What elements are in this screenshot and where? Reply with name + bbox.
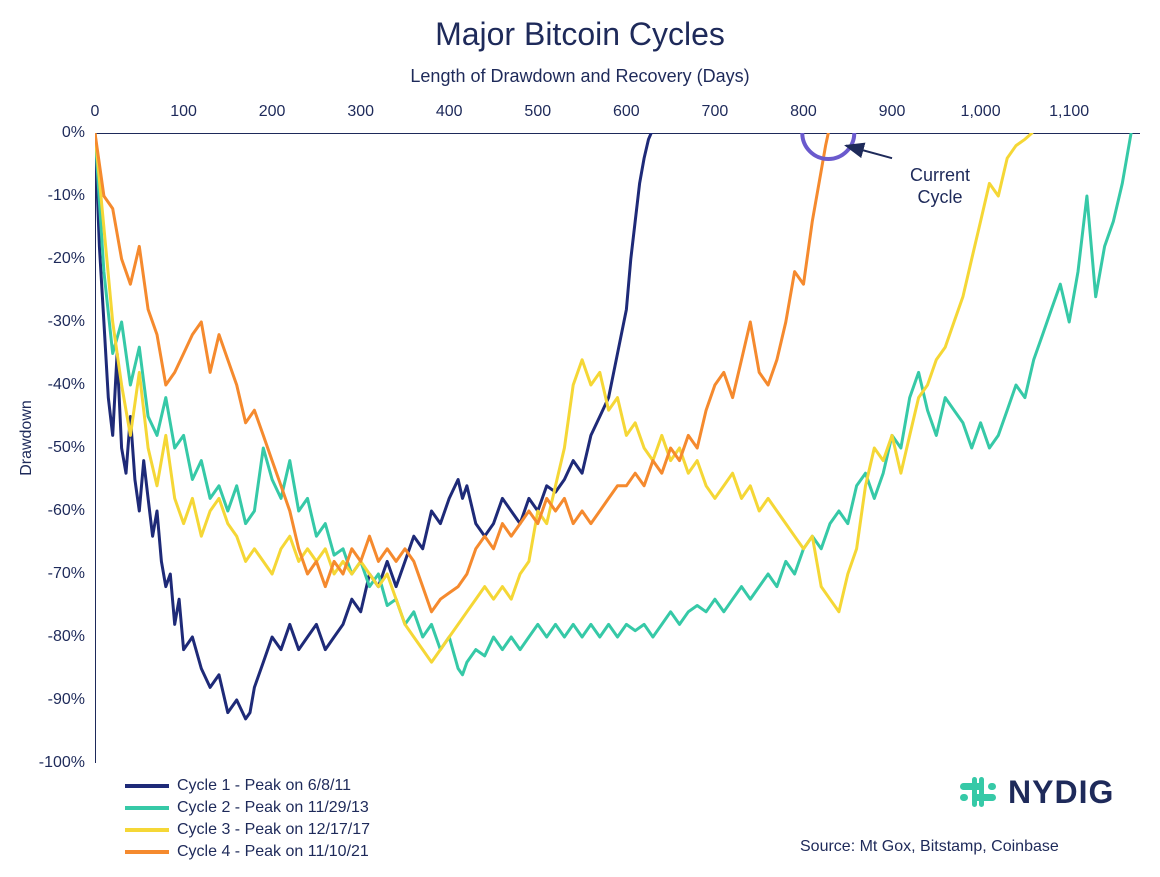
annotation-arrow: [846, 146, 892, 159]
legend-item-cycle3: Cycle 3 - Peak on 12/17/17: [125, 821, 370, 839]
x-tick-label: 1,100: [1049, 103, 1089, 121]
legend-swatch: [125, 784, 169, 788]
brand-text: NYDIG: [1008, 774, 1114, 811]
x-tick-label: 300: [347, 103, 374, 121]
nydig-icon: [958, 772, 998, 812]
y-tick-label: -40%: [35, 376, 85, 394]
legend-item-cycle1: Cycle 1 - Peak on 6/8/11: [125, 777, 370, 795]
x-tick-label: 900: [879, 103, 906, 121]
chart-title: Major Bitcoin Cycles: [0, 16, 1160, 53]
legend-item-cycle4: Cycle 4 - Peak on 11/10/21: [125, 843, 370, 861]
legend-item-cycle2: Cycle 2 - Peak on 11/29/13: [125, 799, 370, 817]
series-cycle3: [95, 133, 1032, 662]
annotation-current-cycle-label: Current Cycle: [910, 165, 970, 208]
annotation-line2: Cycle: [918, 187, 963, 207]
legend-label: Cycle 2 - Peak on 11/29/13: [177, 799, 369, 817]
y-tick-label: -20%: [35, 250, 85, 268]
x-tick-label: 0: [91, 103, 100, 121]
y-tick-label: -90%: [35, 691, 85, 709]
brand-logo: NYDIG: [958, 772, 1114, 812]
y-tick-label: -30%: [35, 313, 85, 331]
x-axis-title: Length of Drawdown and Recovery (Days): [0, 66, 1160, 87]
source-text: Source: Mt Gox, Bitstamp, Coinbase: [800, 838, 1059, 856]
legend-label: Cycle 3 - Peak on 12/17/17: [177, 821, 370, 839]
x-tick-label: 400: [436, 103, 463, 121]
y-tick-label: -100%: [35, 754, 85, 772]
y-tick-label: -10%: [35, 187, 85, 205]
y-tick-label: -50%: [35, 439, 85, 457]
chart-container: Major Bitcoin Cycles Length of Drawdown …: [0, 0, 1160, 877]
legend-label: Cycle 1 - Peak on 6/8/11: [177, 777, 351, 795]
y-axis-title: Drawdown: [18, 388, 36, 488]
legend: Cycle 1 - Peak on 6/8/11 Cycle 2 - Peak o…: [125, 777, 370, 865]
y-tick-label: 0%: [35, 124, 85, 142]
legend-label: Cycle 4 - Peak on 11/10/21: [177, 843, 369, 861]
x-tick-label: 600: [613, 103, 640, 121]
plot-area: [95, 133, 1140, 763]
y-tick-label: -80%: [35, 628, 85, 646]
x-tick-label: 1,000: [961, 103, 1001, 121]
x-tick-label: 800: [790, 103, 817, 121]
x-tick-label: 200: [259, 103, 286, 121]
y-tick-label: -60%: [35, 502, 85, 520]
x-tick-label: 100: [170, 103, 197, 121]
y-tick-label: -70%: [35, 565, 85, 583]
legend-swatch: [125, 850, 169, 854]
legend-swatch: [125, 806, 169, 810]
legend-swatch: [125, 828, 169, 832]
x-tick-label: 700: [702, 103, 729, 121]
x-tick-label: 500: [524, 103, 551, 121]
annotation-line1: Current: [910, 165, 970, 185]
series-cycle4: [95, 133, 828, 612]
